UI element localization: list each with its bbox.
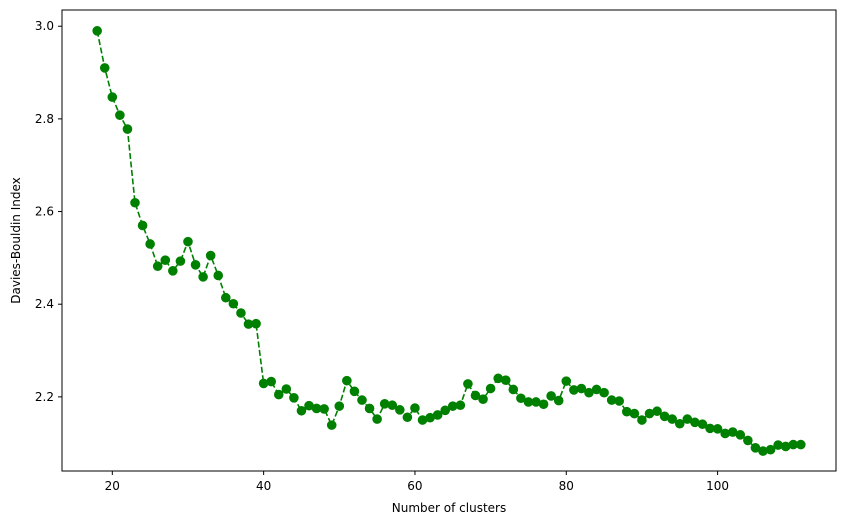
data-point	[99, 63, 110, 73]
data-point	[796, 439, 806, 450]
data-point	[190, 260, 201, 270]
y-tick-label: 2.6	[35, 205, 54, 219]
data-point	[266, 376, 277, 387]
data-point	[213, 270, 224, 281]
x-axis-label: Number of clusters	[392, 501, 506, 515]
x-tick-label: 60	[407, 479, 422, 493]
data-point	[319, 404, 329, 414]
y-tick-label: 2.4	[35, 297, 54, 311]
x-tick-label: 20	[105, 479, 120, 493]
data-point	[576, 383, 587, 394]
data-point	[115, 110, 125, 120]
data-point	[198, 272, 208, 282]
data-point	[160, 255, 171, 265]
data-point	[765, 444, 776, 455]
x-tick-label: 100	[706, 479, 729, 493]
axes-ticks: 20 40 60 80 100 2.2 2.4 2.6 2.8 3.0	[35, 19, 729, 493]
data-point	[410, 403, 420, 413]
data-point	[364, 403, 375, 414]
data-point	[712, 424, 723, 434]
data-point	[92, 26, 102, 36]
data-point	[402, 412, 413, 423]
data-point	[334, 401, 345, 411]
data-point	[629, 408, 640, 419]
data-point	[500, 375, 511, 385]
data-point	[553, 395, 564, 406]
data-point	[637, 415, 647, 425]
y-tick-label: 3.0	[35, 19, 54, 33]
data-point	[357, 395, 367, 405]
data-point	[205, 250, 216, 261]
data-point	[221, 292, 231, 303]
data-point	[667, 414, 678, 424]
data-point	[372, 414, 382, 424]
y-tick-label: 2.2	[35, 390, 54, 404]
data-point	[107, 92, 118, 102]
data-point	[130, 197, 140, 208]
data-point	[478, 394, 488, 404]
y-axis-label: Davies-Bouldin Index	[9, 177, 23, 304]
data-point	[387, 400, 398, 411]
data-point	[697, 419, 708, 430]
data-point	[296, 405, 307, 416]
data-point	[599, 387, 609, 398]
data-point	[546, 391, 556, 401]
data-point	[228, 298, 239, 309]
data-point	[561, 376, 572, 386]
data-point	[326, 420, 337, 430]
data-point	[470, 390, 481, 401]
data-point	[743, 435, 753, 446]
data-point	[251, 318, 261, 329]
data-point	[236, 308, 246, 318]
data-point	[395, 405, 405, 415]
data-point	[440, 405, 451, 416]
data-point	[152, 261, 163, 272]
data-point	[145, 239, 155, 249]
series-line	[96, 30, 801, 452]
data-point	[137, 220, 148, 231]
data-point	[485, 383, 496, 394]
data-point	[342, 375, 352, 386]
y-tick-label: 2.8	[35, 112, 54, 126]
data-point	[455, 400, 466, 411]
x-tick-label: 40	[256, 479, 271, 493]
data-point	[175, 256, 186, 266]
data-point	[273, 389, 284, 400]
data-point	[614, 396, 625, 406]
x-tick-label: 80	[559, 479, 574, 493]
data-point	[538, 399, 549, 410]
data-point	[349, 386, 360, 397]
data-point	[516, 393, 526, 404]
data-point	[281, 384, 292, 394]
data-point	[122, 124, 133, 134]
data-point	[508, 384, 519, 395]
data-point	[463, 379, 473, 389]
plot-frame	[61, 9, 837, 472]
data-point	[183, 236, 193, 247]
data-point	[735, 430, 746, 440]
plot-area	[92, 26, 806, 456]
data-point	[289, 393, 299, 403]
data-point	[674, 418, 685, 429]
data-point	[168, 266, 178, 276]
data-point	[432, 410, 443, 420]
data-point	[652, 406, 662, 417]
